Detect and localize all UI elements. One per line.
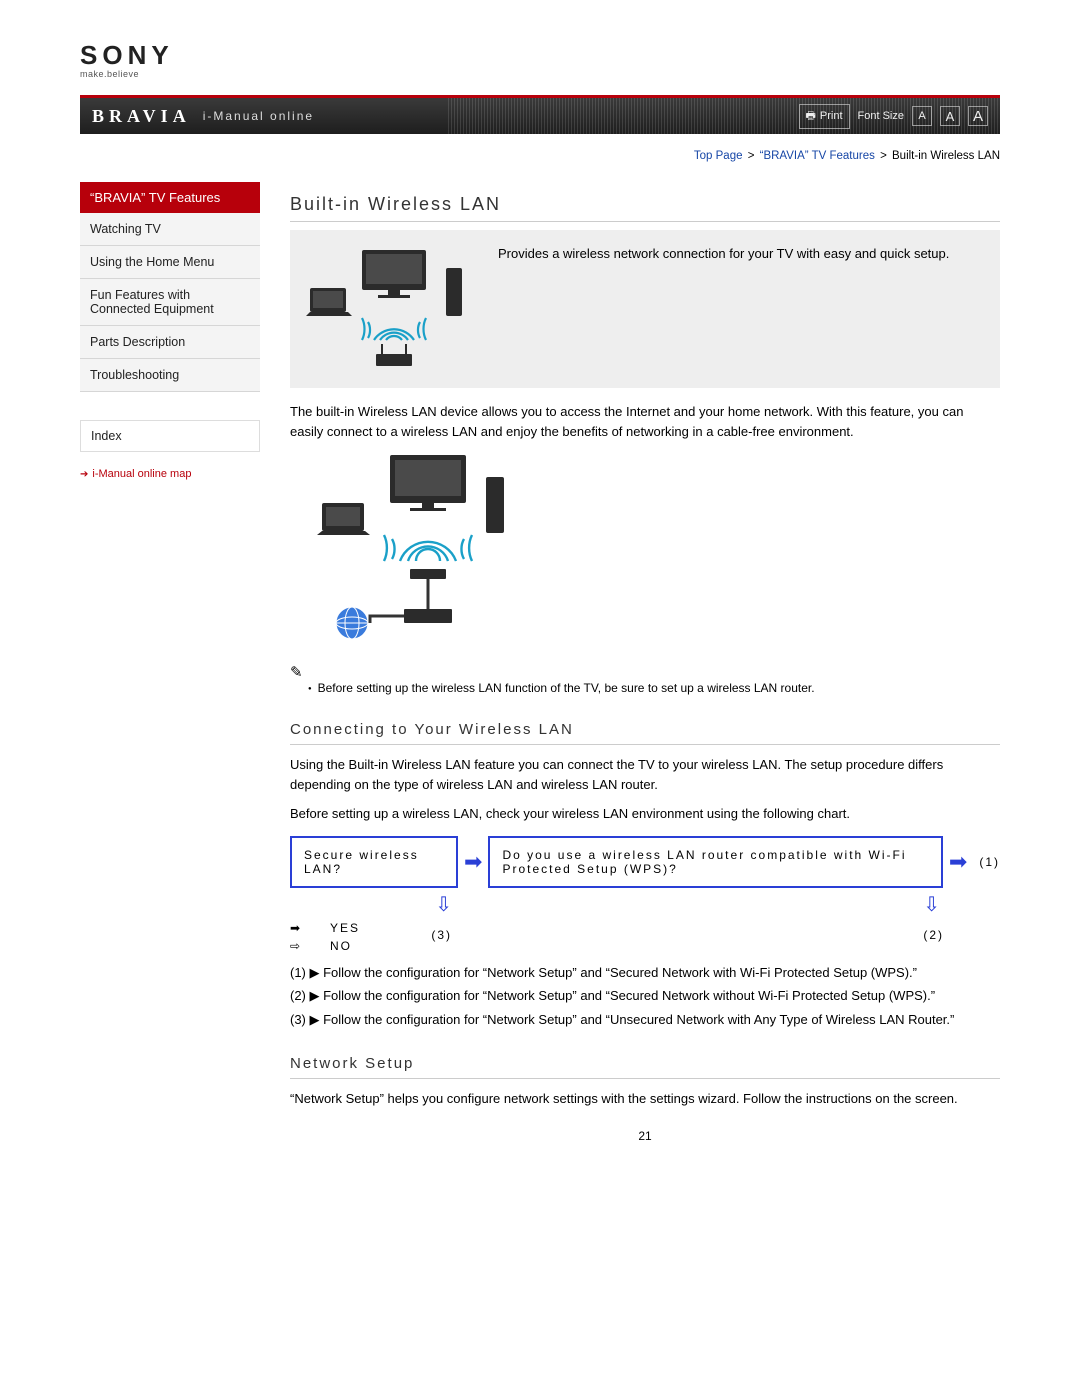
flowchart: Secure wireless LAN? ➡ Do you use a wire… <box>290 836 1000 953</box>
hero-text: Provides a wireless network connection f… <box>498 244 949 264</box>
note-block: ✎ Before setting up the wireless LAN fun… <box>290 663 1000 695</box>
step-3: (3) ▶ Follow the configuration for “Netw… <box>290 1010 1000 1030</box>
print-label: Print <box>820 110 843 122</box>
sidebar-index[interactable]: Index <box>80 420 260 452</box>
hero-panel: Provides a wireless network connection f… <box>290 230 1000 388</box>
logo-tagline: make.believe <box>80 69 1000 79</box>
header-brand: BRAVIA <box>92 106 191 127</box>
note-icon: ✎ <box>290 664 303 681</box>
flow-box-secure: Secure wireless LAN? <box>290 836 458 888</box>
connecting-p2: Before setting up a wireless LAN, check … <box>290 804 1000 824</box>
main-content: Built-in Wireless LAN <box>290 182 1000 1143</box>
arrow-no-icon: ⇨ <box>290 939 324 953</box>
diagram-network <box>314 451 1000 651</box>
sidebar-item-watching-tv[interactable]: Watching TV <box>80 213 260 246</box>
intro-paragraph: The built-in Wireless LAN device allows … <box>290 402 1000 441</box>
sidebar: “BRAVIA” TV Features Watching TV Using t… <box>80 182 260 1143</box>
section-network-setup-heading: Network Setup <box>290 1055 1000 1079</box>
fontsize-large-button[interactable]: A <box>968 106 988 126</box>
breadcrumb-tv-features[interactable]: “BRAVIA” TV Features <box>760 150 875 162</box>
arrow-icon: ➔ <box>80 469 88 480</box>
arrow-down-icon: ⇩ <box>923 892 940 917</box>
sidebar-item-parts-description[interactable]: Parts Description <box>80 326 260 359</box>
arrow-right-icon: ➡ <box>464 849 482 875</box>
manual-map-label: i-Manual online map <box>92 468 191 480</box>
legend-yes: YES <box>330 921 360 935</box>
flow-result-2: (2) <box>923 928 944 942</box>
breadcrumb-top-page[interactable]: Top Page <box>694 150 743 162</box>
header-subtitle: i-Manual online <box>203 109 314 123</box>
step-1: (1) ▶ Follow the configuration for “Netw… <box>290 963 1000 983</box>
step-2: (2) ▶ Follow the configuration for “Netw… <box>290 986 1000 1006</box>
manual-map-link[interactable]: ➔ i-Manual online map <box>80 468 260 480</box>
breadcrumb-current: Built-in Wireless LAN <box>892 150 1000 162</box>
fontsize-medium-button[interactable]: A <box>940 106 960 126</box>
steps-list: (1) ▶ Follow the configuration for “Netw… <box>290 963 1000 1030</box>
breadcrumb-separator: > <box>880 150 887 162</box>
flow-result-1: (1) <box>979 855 1000 869</box>
arrow-yes-icon: ➡ <box>290 921 324 935</box>
fontsize-label: Font Size <box>858 110 904 122</box>
connecting-p1: Using the Built-in Wireless LAN feature … <box>290 755 1000 794</box>
logo-wordmark: SONY <box>80 40 1000 71</box>
brand-logo: SONY make.believe <box>80 40 1000 79</box>
section-connecting-heading: Connecting to Your Wireless LAN <box>290 721 1000 745</box>
print-icon: 🖶 <box>806 107 816 126</box>
sidebar-heading: “BRAVIA” TV Features <box>80 182 260 213</box>
hero-diagram <box>304 244 474 374</box>
flow-box-wps: Do you use a wireless LAN router compati… <box>488 836 942 888</box>
breadcrumb: Top Page > “BRAVIA” TV Features > Built-… <box>80 150 1000 162</box>
arrow-right-icon: ➡ <box>949 849 967 875</box>
print-button[interactable]: 🖶 Print <box>799 104 850 129</box>
fontsize-small-button[interactable]: A <box>912 106 932 126</box>
sidebar-item-fun-features[interactable]: Fun Features with Connected Equipment <box>80 279 260 326</box>
flow-result-3: (3) <box>431 928 452 942</box>
page-number: 21 <box>290 1129 1000 1143</box>
legend-no: NO <box>330 939 352 953</box>
sidebar-item-troubleshooting[interactable]: Troubleshooting <box>80 359 260 392</box>
network-setup-paragraph: “Network Setup” helps you configure netw… <box>290 1089 1000 1109</box>
note-text: Before setting up the wireless LAN funct… <box>290 681 1000 695</box>
breadcrumb-separator: > <box>748 150 755 162</box>
sidebar-item-home-menu[interactable]: Using the Home Menu <box>80 246 260 279</box>
arrow-down-icon: ⇩ <box>435 892 452 917</box>
page-title: Built-in Wireless LAN <box>290 194 1000 222</box>
header-bar: BRAVIA i-Manual online 🖶 Print Font Size… <box>80 98 1000 134</box>
